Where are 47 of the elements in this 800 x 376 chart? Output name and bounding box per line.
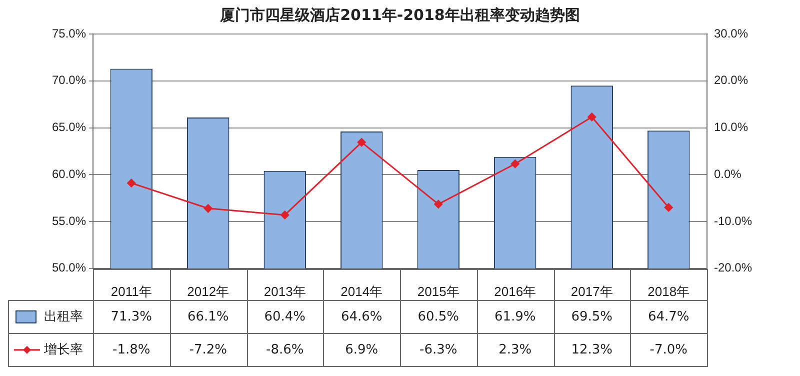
y2-tick-label: -10.0% (714, 214, 752, 228)
point (280, 210, 290, 220)
data-label: 2.3% (498, 342, 532, 358)
data-label: 61.9% (494, 309, 536, 324)
data-label: 12.3% (571, 342, 613, 358)
data-label: -7.2% (189, 342, 227, 358)
y2-tick-label: 0.0% (714, 166, 742, 181)
y2-tick-label: -20.0% (714, 260, 752, 275)
y-tick-label: 70.0% (52, 73, 86, 88)
data-label: -1.8% (112, 342, 150, 358)
data-label: 60.4% (264, 309, 306, 324)
legend-label: 出租率 (44, 308, 83, 324)
data-label: 69.5% (571, 309, 613, 324)
point (664, 203, 673, 212)
data-label: 64.6% (340, 309, 382, 324)
x-tick-label: 2016年 (494, 284, 536, 299)
point (510, 160, 520, 168)
y-tick-label: 50.0% (52, 260, 86, 275)
x-tick-label: 2013年 (264, 284, 306, 299)
x-tick-label: 2014年 (340, 284, 383, 299)
y-tick-label: 65.0% (52, 120, 86, 134)
chart-title: 厦门市四星级酒店2011年-2018年出租率变动趋势图 (218, 6, 581, 25)
y-tick-label: 75.0% (52, 26, 86, 40)
data-label: 64.7% (648, 309, 690, 324)
data-label: -6.3% (420, 342, 458, 358)
data-label: 71.3% (110, 309, 152, 324)
y-tick-label: 60.0% (52, 166, 86, 181)
point (434, 200, 443, 208)
x-tick-label: 2012年 (187, 284, 230, 299)
data-label: 6.9% (345, 342, 378, 358)
point (357, 138, 366, 147)
data-label: 60.5% (418, 309, 460, 324)
y-tick-label: 55.0% (52, 214, 86, 228)
y2-tick-label: 10.0% (714, 120, 748, 134)
legend-label: 增长率 (43, 341, 83, 358)
x-tick-label: 2018年 (648, 284, 690, 299)
y2-tick-label: 20.0% (714, 73, 748, 88)
point (127, 178, 136, 188)
point (204, 204, 212, 213)
x-tick-label: 2011年 (110, 284, 152, 299)
data-label: -7.0% (650, 342, 688, 358)
point (588, 112, 596, 122)
x-tick-label: 2015年 (417, 284, 460, 299)
data-label: 66.1% (187, 309, 229, 324)
data-label: -8.6% (266, 342, 304, 358)
y2-tick-label: 30.0% (714, 26, 748, 40)
x-tick-label: 2017年 (570, 284, 613, 299)
